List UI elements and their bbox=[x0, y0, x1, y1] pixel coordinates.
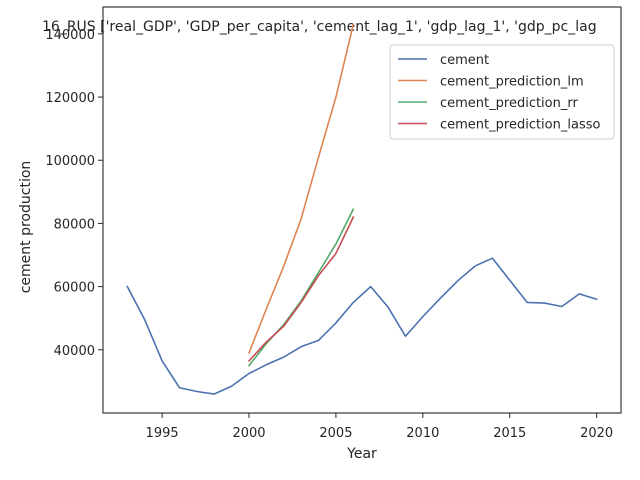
plot-frame bbox=[102, 6, 622, 414]
series-line-cement-prediction-rr bbox=[247, 208, 355, 367]
series-line-cement-prediction-lm bbox=[247, 23, 355, 355]
legend-label-cement-prediction-lasso: cement_prediction_lasso bbox=[440, 118, 600, 133]
x-tick-label-2000: 2000 bbox=[232, 426, 265, 441]
x-tick-label-2010: 2010 bbox=[406, 426, 439, 441]
series-line-cement-prediction-lasso bbox=[247, 216, 355, 363]
x-axis-label: Year bbox=[346, 446, 377, 462]
legend: cement cement_prediction_lm cement_predict… bbox=[389, 44, 615, 140]
plot-layer: 1995 2000 2005 2010 2015 2020 40000 60000 80000 1… bbox=[45, 6, 622, 441]
legend-box bbox=[389, 44, 615, 140]
y-tick-label-40000: 40000 bbox=[54, 344, 95, 359]
x-tick-label-2020: 2020 bbox=[580, 426, 613, 441]
legend-label-cement: cement bbox=[440, 53, 489, 68]
y-tick-label-120000: 120000 bbox=[45, 91, 95, 106]
legend-label-cement-prediction-rr: cement_prediction_rr bbox=[440, 96, 578, 111]
x-tick-label-1995: 1995 bbox=[146, 426, 179, 441]
y-tick-label-100000: 100000 bbox=[45, 154, 95, 169]
y-tick-label-140000: 140000 bbox=[45, 28, 95, 43]
x-tick-label-2015: 2015 bbox=[493, 426, 526, 441]
y-tick-label-60000: 60000 bbox=[54, 281, 95, 296]
x-tick-label-2005: 2005 bbox=[319, 426, 352, 441]
series-line-cement bbox=[126, 257, 598, 395]
y-tick-label-80000: 80000 bbox=[54, 217, 95, 232]
legend-label-cement-prediction-lm: cement_prediction_lm bbox=[440, 75, 584, 90]
chart-title: 16_RUS ['real_GDP', 'GDP_per_capita', 'c… bbox=[42, 19, 597, 35]
y-axis-label: cement production bbox=[18, 161, 34, 294]
